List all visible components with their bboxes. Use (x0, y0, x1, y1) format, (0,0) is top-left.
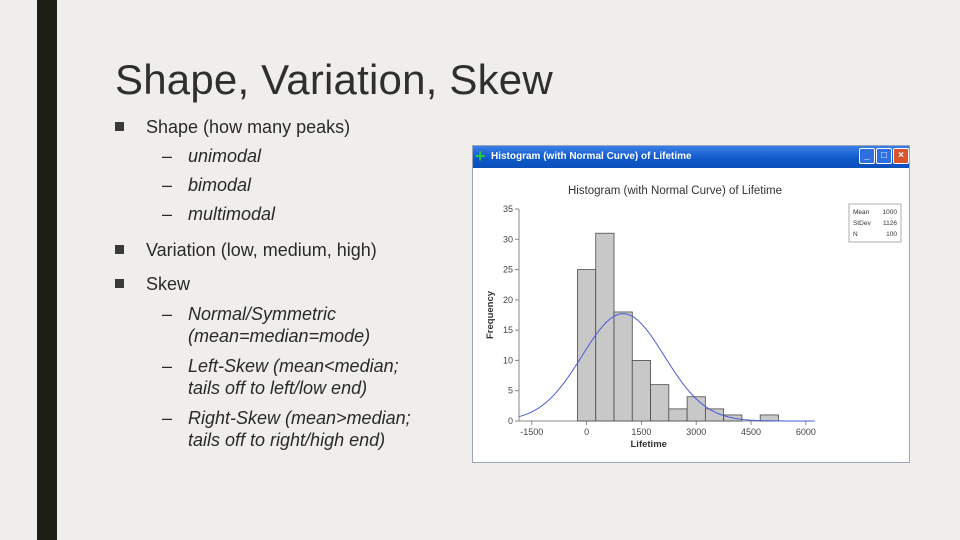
sub-bullet-unimodal: – unimodal (112, 145, 472, 167)
histogram-window: + Histogram (with Normal Curve) of Lifet… (472, 145, 910, 463)
close-button[interactable]: × (893, 148, 909, 164)
square-bullet-icon (115, 279, 124, 288)
bullet-skew: Skew (112, 273, 472, 295)
bullet-text: Variation (low, medium, high) (146, 240, 377, 260)
sub-bullet-line: (mean=median=mode) (188, 326, 371, 346)
x-tick-label: -1500 (520, 427, 543, 437)
sub-bullet-line: Normal/Symmetric (188, 304, 337, 324)
sub-bullet-text: unimodal (188, 146, 262, 166)
sub-bullet-multimodal: – multimodal (112, 203, 472, 225)
x-tick-label: 4500 (741, 427, 761, 437)
histogram-bar (686, 396, 706, 422)
histogram-bar (595, 232, 615, 422)
sub-bullet-text: multimodal (188, 204, 276, 224)
sub-bullet-left-skew: – Left-Skew (mean<median; tails off to l… (112, 355, 472, 399)
histogram-chart: Histogram (with Normal Curve) of Lifetim… (485, 185, 902, 450)
bullet-shape: Shape (how many peaks) (112, 116, 472, 138)
dash-bullet-icon: – (162, 408, 173, 428)
normal-curve-line (518, 313, 815, 422)
square-bullet-icon (115, 245, 124, 254)
sub-bullet-bimodal: – bimodal (112, 174, 472, 196)
legend-box (848, 203, 902, 243)
dash-bullet-icon: – (162, 356, 173, 376)
x-tick-label: 0 (584, 427, 589, 437)
legend-value: 1126 (883, 220, 897, 227)
dash-bullet-icon: – (162, 204, 173, 224)
x-tick-label: 1500 (631, 427, 651, 437)
sub-bullet-text: bimodal (188, 175, 252, 195)
chart-title: Histogram (with Normal Curve) of Lifetim… (568, 185, 782, 197)
bullet-variation: Variation (low, medium, high) (112, 239, 472, 261)
y-tick-label: 15 (503, 325, 513, 335)
bullet-text: Skew (146, 274, 191, 294)
legend-value: 100 (886, 231, 897, 238)
y-tick-label: 5 (508, 386, 513, 396)
legend-label: StDev (853, 220, 871, 227)
window-title: Histogram (with Normal Curve) of Lifetim… (491, 151, 692, 162)
window-titlebar[interactable]: + Histogram (with Normal Curve) of Lifet… (473, 146, 909, 168)
minimize-button[interactable]: _ (859, 148, 875, 164)
y-tick-label: 0 (508, 416, 513, 426)
plus-icon: + (475, 146, 486, 166)
y-tick-label: 35 (503, 204, 513, 214)
sub-bullet-right-skew: – Right-Skew (mean>median; tails off to … (112, 407, 472, 451)
y-tick-label: 25 (503, 265, 513, 275)
dash-bullet-icon: – (162, 304, 173, 324)
histogram-bar (668, 408, 688, 422)
x-axis-label: Lifetime (631, 439, 667, 450)
histogram-bar (631, 360, 651, 422)
dash-bullet-icon: – (162, 146, 173, 166)
maximize-button[interactable]: □ (876, 148, 892, 164)
slide-title: Shape, Variation, Skew (115, 56, 553, 103)
y-tick-label: 10 (503, 355, 513, 365)
sub-bullet-line: Right-Skew (mean>median; (188, 408, 411, 428)
y-tick-label: 30 (503, 234, 513, 244)
bullet-list: Shape (how many peaks) – unimodal – bimo… (112, 116, 472, 451)
sub-bullet-line: Left-Skew (mean<median; (188, 356, 399, 376)
y-axis-label: Frequency (485, 290, 496, 339)
dash-bullet-icon: – (162, 175, 173, 195)
histogram-bar (759, 414, 779, 422)
sub-bullet-line: tails off to left/low end) (188, 378, 368, 398)
legend-value: 1000 (883, 209, 898, 216)
legend-label: Mean (853, 209, 870, 216)
histogram-bar (650, 384, 670, 422)
square-bullet-icon (115, 122, 124, 131)
bullet-text: Shape (how many peaks) (146, 117, 351, 137)
histogram-bar (577, 269, 597, 422)
histogram-bar (613, 311, 633, 422)
y-tick-label: 20 (503, 295, 513, 305)
x-tick-label: 6000 (796, 427, 816, 437)
sub-bullet-normal: – Normal/Symmetric (mean=median=mode) (112, 303, 472, 347)
accent-bar (37, 0, 57, 540)
sub-bullet-line: tails off to right/high end) (188, 430, 386, 450)
x-tick-label: 3000 (686, 427, 706, 437)
legend-label: N (853, 231, 858, 238)
